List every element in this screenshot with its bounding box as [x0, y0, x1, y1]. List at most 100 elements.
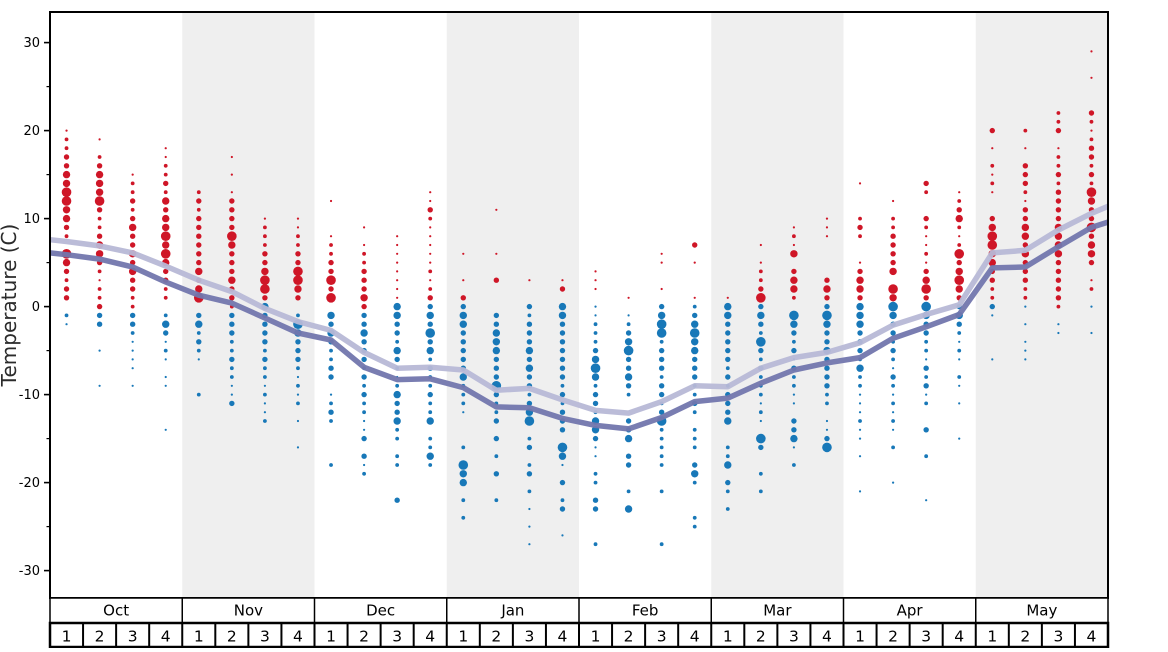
max-temp-dot	[790, 276, 798, 284]
max-temp-dot	[260, 284, 270, 294]
min-temp-dot	[789, 310, 799, 321]
min-temp-dot	[659, 445, 664, 450]
min-temp-dot	[425, 328, 436, 338]
max-temp-dot	[63, 268, 70, 275]
min-temp-dot	[856, 302, 864, 311]
min-temp-dot	[164, 375, 167, 379]
max-temp-dot	[925, 235, 928, 238]
min-temp-dot	[824, 383, 830, 389]
max-temp-dot	[1022, 215, 1029, 222]
max-temp-dot	[130, 190, 135, 195]
max-temp-dot	[857, 268, 863, 275]
min-temp-dot	[559, 330, 566, 336]
y-tick-label: 20	[23, 124, 40, 139]
max-temp-dot	[64, 234, 69, 239]
max-temp-dot	[1055, 268, 1062, 275]
min-temp-dot	[958, 358, 961, 361]
month-label-nov: Nov	[234, 602, 263, 620]
max-temp-dot	[923, 268, 929, 275]
max-temp-dot	[429, 261, 432, 264]
max-temp-dot	[823, 285, 831, 293]
month-label-jan: Jan	[500, 602, 524, 620]
max-temp-dot	[791, 268, 797, 275]
min-temp-dot	[98, 384, 101, 387]
max-temp-dot	[758, 269, 763, 274]
min-temp-dot	[656, 328, 667, 338]
max-temp-dot	[96, 233, 103, 239]
min-temp-dot	[196, 392, 201, 397]
min-temp-dot	[527, 489, 532, 494]
max-temp-dot	[95, 179, 104, 188]
max-temp-dot	[989, 277, 995, 283]
max-temp-dot	[196, 242, 202, 248]
min-temp-dot	[262, 339, 268, 345]
min-temp-dot	[427, 339, 433, 345]
min-temp-dot	[593, 322, 598, 327]
min-temp-dot	[624, 373, 633, 381]
min-temp-dot	[426, 311, 434, 320]
max-temp-dot	[361, 277, 367, 283]
min-temp-dot	[229, 366, 234, 371]
min-temp-dot	[791, 427, 797, 433]
max-temp-dot	[229, 198, 235, 204]
min-temp-dot	[825, 401, 829, 406]
max-temp-dot	[295, 295, 301, 301]
min-temp-dot	[524, 416, 535, 426]
min-temp-dot	[889, 311, 897, 320]
min-temp-dot	[229, 312, 235, 319]
min-temp-dot	[692, 392, 697, 397]
min-temp-dot	[858, 402, 862, 405]
min-temp-dot	[296, 383, 300, 388]
max-temp-dot	[63, 163, 70, 169]
min-temp-dot	[427, 391, 433, 398]
min-temp-dot	[426, 346, 434, 355]
min-temp-dot	[262, 330, 268, 336]
min-temp-dot	[691, 338, 699, 346]
min-temp-dot	[658, 409, 665, 415]
min-temp-dot	[756, 433, 766, 444]
min-temp-dot	[559, 427, 566, 433]
month-label-dec: Dec	[366, 602, 395, 620]
max-temp-dot	[460, 295, 466, 301]
max-temp-dot	[329, 235, 333, 238]
min-temp-dot	[825, 428, 829, 431]
week-number-label: 3	[524, 628, 534, 646]
max-temp-dot	[692, 242, 698, 248]
max-temp-dot	[262, 251, 268, 257]
week-number-label: 1	[591, 628, 601, 646]
max-temp-dot	[1057, 147, 1060, 150]
max-temp-dot	[991, 173, 994, 176]
max-temp-dot	[923, 215, 929, 222]
min-temp-dot	[1057, 331, 1060, 335]
max-temp-dot	[957, 243, 962, 247]
max-temp-dot	[1055, 215, 1062, 222]
max-temp-dot	[95, 170, 104, 179]
max-temp-dot	[924, 225, 929, 230]
min-temp-dot	[594, 446, 597, 449]
week-number-label: 3	[657, 628, 667, 646]
max-temp-dot	[263, 217, 267, 220]
min-temp-dot	[329, 348, 333, 353]
max-temp-dot	[360, 294, 368, 302]
week-number-label: 3	[921, 628, 931, 646]
min-temp-dot	[131, 367, 134, 370]
min-temp-dot	[891, 411, 895, 414]
min-temp-dot	[559, 365, 566, 371]
min-temp-dot	[559, 356, 566, 363]
week-number-label: 4	[425, 628, 435, 646]
min-temp-dot	[129, 312, 136, 319]
min-temp-dot	[361, 321, 367, 327]
min-temp-dot	[659, 427, 664, 432]
min-temp-dot	[164, 384, 167, 387]
min-temp-dot	[1057, 323, 1060, 326]
max-temp-dot	[1021, 223, 1030, 232]
max-temp-dot	[1086, 187, 1097, 197]
max-temp-dot	[990, 181, 995, 186]
min-temp-dot	[790, 434, 798, 443]
max-temp-dot	[229, 259, 235, 266]
min-temp-dot	[362, 410, 366, 415]
min-temp-dot	[427, 321, 433, 327]
max-temp-dot	[792, 295, 796, 300]
max-temp-dot	[262, 259, 268, 266]
